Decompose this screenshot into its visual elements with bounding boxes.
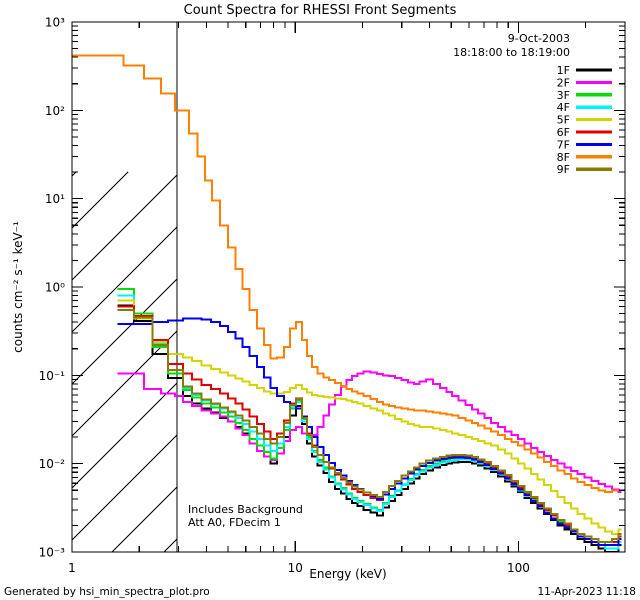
footer-generated-by: Generated by hsi_min_spectra_plot.pro [4,586,210,598]
annotation-includes-background: Includes Background [188,503,303,516]
legend-label-9f: 9F [557,163,570,176]
hatch-stripe [332,172,640,592]
hatch-stripe [72,278,177,385]
y-axis-label: counts cm⁻² s⁻¹ keV⁻¹ [11,221,25,353]
spectrum-line-5f [117,299,622,535]
plot-frame [71,21,626,553]
hatch-stripe [436,172,640,592]
x-tick-label: 100 [507,561,530,575]
hatch-stripe [72,174,177,281]
y-tick-label: 10⁻¹ [39,369,66,383]
axis-tick-labels: 1 10 100 10⁻³ 10⁻² 10⁻¹ 10⁰ 10¹ 10² 10³ [39,16,530,576]
x-tick-label: 10 [288,561,303,575]
legend-label-6f: 6F [557,126,570,139]
hatch-stripe [72,330,177,437]
axis-ticks [71,21,626,553]
legend-label-3f: 3F [557,89,570,102]
hatch-stripe [176,172,596,592]
legend-time-range: 18:18:00 to 18:19:00 [453,46,570,59]
hatch-stripe [72,434,177,541]
legend-label-8f: 8F [557,151,570,164]
y-tick-label: 10⁻² [39,457,66,471]
legend-label-7f: 7F [557,138,570,151]
chart-title: Count Spectra for RHESSI Front Segments [184,3,457,18]
spectra-series-group [72,54,622,552]
hatch-stripe [72,226,177,333]
legend-label-2f: 2F [557,76,570,89]
x-tick-label: 1 [68,561,76,575]
spectrum-line-8f [72,54,619,493]
y-tick-label: 10⁻³ [39,546,66,560]
spectrum-line-2f [117,370,622,493]
legend-date: 9-Oct-2003 [508,32,570,45]
hatch-stripe [592,172,640,592]
legend-label-5f: 5F [557,114,570,127]
y-tick-label: 10³ [45,16,65,30]
spectrum-line-9f [117,308,622,543]
hatch-stripe [111,486,177,552]
legend-label-4f: 4F [557,101,570,114]
legend-label-1f: 1F [557,64,570,77]
y-tick-label: 10⁰ [45,281,65,295]
y-tick-label: 10¹ [45,192,65,206]
annotation-attenuator-state: Att A0, FDecim 1 [188,516,281,529]
footer-timestamp: 11-Apr-2023 11:18 [537,586,636,598]
x-axis-label: Energy (keV) [309,567,386,581]
y-tick-label: 10² [45,104,65,118]
excluded-energy-hatch-region [72,171,640,592]
